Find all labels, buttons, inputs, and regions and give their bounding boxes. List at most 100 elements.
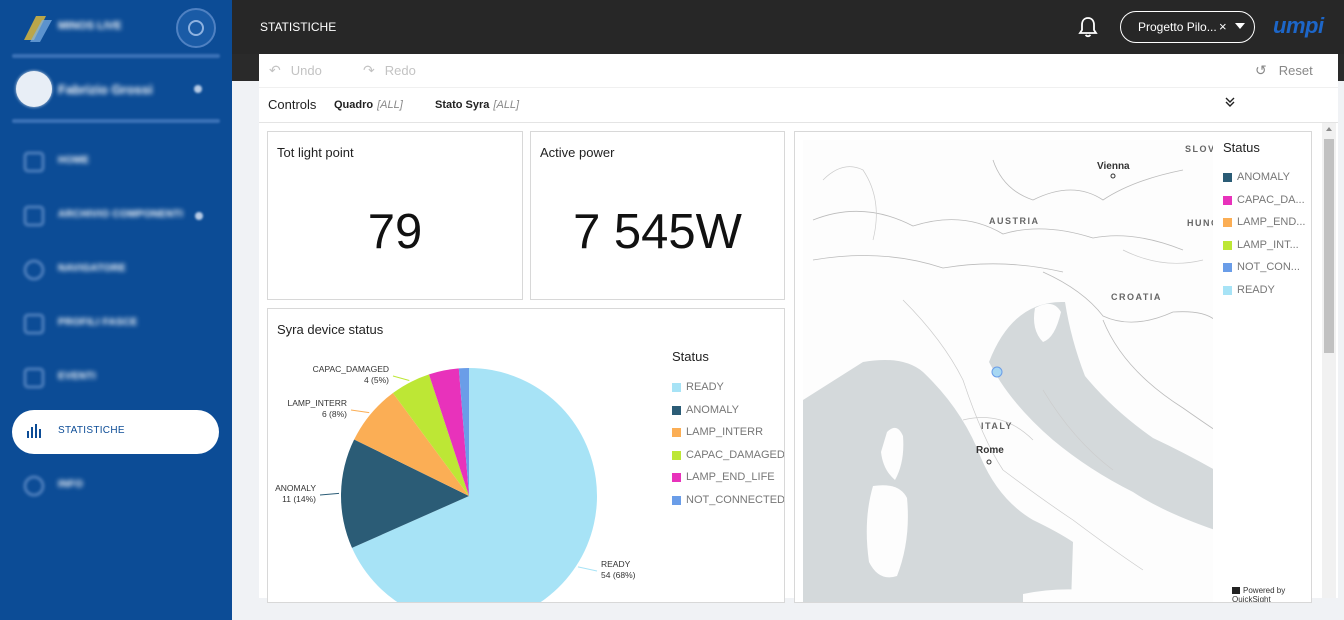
map-pin-icon (24, 260, 44, 280)
legend-label: CAPAC_DA... (1237, 193, 1305, 206)
quicksight-icon (1232, 587, 1240, 594)
dashboard: ↶ Undo ↷ Redo ↺ Reset Controls Quadro [ALL] … (259, 54, 1338, 603)
country-label: AUSTRIA (989, 216, 1040, 226)
controls-bar: Controls Quadro [ALL] Stato Syra [ALL] (259, 87, 1338, 123)
user-name: Fabrizio Grossi (58, 82, 153, 97)
top-bar: STATISTICHE Progetto Pilo... × umpi (232, 0, 1344, 54)
filter-quadro[interactable]: Quadro [ALL] (334, 99, 403, 111)
sidebar-item-label: EVENTI (58, 371, 96, 382)
filter-value: [ALL] (493, 99, 520, 111)
clear-project-icon[interactable]: × (1219, 19, 1227, 34)
redo-button[interactable]: ↷ Redo (363, 62, 416, 79)
project-select[interactable]: Progetto Pilo... × (1120, 11, 1255, 43)
sidebar-item-eventi[interactable]: EVENTI (12, 356, 219, 400)
legend-swatch (672, 405, 681, 415)
pie-slice-not-connected[interactable] (458, 368, 469, 496)
expand-dot (195, 212, 203, 220)
chevron-down-icon[interactable] (1235, 23, 1245, 29)
pie-slice-lamp-interr[interactable] (354, 393, 469, 496)
scrollbar-thumb[interactable] (1324, 139, 1334, 353)
legend-title: Status (672, 349, 709, 364)
undo-button[interactable]: ↶ Undo (269, 62, 322, 79)
pie-slice-lamp-end-life[interactable] (428, 368, 469, 496)
sidebar-item-label: PROFILI FASCE (58, 317, 138, 328)
sidebar-item-profili[interactable]: PROFILI FASCE (12, 302, 219, 346)
filter-name: Quadro (334, 99, 374, 111)
scroll-up-icon[interactable] (1326, 127, 1332, 131)
info-icon (24, 476, 44, 496)
syra-device-status-panel[interactable]: Syra device status READY 54 (68%) ANOMALY 1… (267, 308, 785, 603)
legend-label: READY (1237, 284, 1275, 296)
sidebar-item-label: ARCHIVIO COMPONENTI (58, 209, 184, 220)
reset-button[interactable]: ↺ Reset (1255, 62, 1313, 79)
city-label: Vienna (1097, 161, 1130, 172)
map-legend: Status ANOMALY CAPAC_DA... LAMP_END... LAMP… (1213, 132, 1311, 602)
data-label-name: CAPAC_DAMAGED (313, 364, 389, 374)
country-label: SLOV (1185, 144, 1216, 154)
device-marker[interactable] (991, 366, 1003, 378)
reset-icon: ↺ (1255, 62, 1267, 78)
legend-swatch (1223, 286, 1232, 295)
sidebar-item-statistiche[interactable]: STATISTICHE (12, 410, 219, 454)
kpi-tot-light-point[interactable]: Tot light point 79 (267, 131, 523, 300)
legend-swatch (672, 383, 681, 392)
filter-value: [ALL] (377, 99, 403, 111)
country-label: CROATIA (1111, 292, 1162, 302)
brand-name: MINOS LIVE (58, 20, 122, 32)
sidebar-item-label: NAVIGATORE (58, 263, 127, 274)
pie-slice-capac-damaged[interactable] (392, 374, 469, 496)
kpi-title: Tot light point (277, 145, 354, 160)
kpi-active-power[interactable]: Active power 7 545W (530, 131, 785, 300)
quicksight-credit-text: Powered by QuickSight (1232, 586, 1286, 603)
kpi-title: Active power (540, 145, 615, 160)
pie-slice-anomaly[interactable] (341, 439, 469, 548)
quicksight-credit: Powered by QuickSight (1232, 586, 1311, 603)
sidebar-item-info[interactable]: INFO (12, 464, 219, 508)
country-label: ITALY (981, 421, 1014, 431)
map-panel[interactable]: AUSTRIA CROATIA ITALY SLOV HUNG Vienna R… (794, 131, 1312, 603)
legend-label: LAMP_INTERR (686, 426, 764, 439)
avatar[interactable] (16, 71, 52, 107)
data-label-name: ANOMALY (275, 483, 316, 493)
dashboard-toolbar: ↶ Undo ↷ Redo ↺ Reset (259, 54, 1338, 85)
sidebar-item-label: INFO (58, 479, 84, 490)
italy-map[interactable] (803, 140, 1215, 603)
chart-title: Syra device status (277, 322, 384, 337)
archive-icon (24, 206, 44, 226)
sidebar-item-home[interactable]: HOME (12, 140, 219, 184)
sidebar-item-navigatore[interactable]: NAVIGATORE (12, 248, 219, 292)
city-label: Rome (976, 445, 1004, 456)
country-label: HUNG (1187, 218, 1220, 228)
sidebar-item-archivio[interactable]: ARCHIVIO COMPONENTI (12, 194, 219, 238)
filter-stato-syra[interactable]: Stato Syra [ALL] (435, 99, 519, 111)
rome-marker (986, 459, 992, 465)
legend-swatch (1223, 218, 1232, 228)
legend-label: NOT_CONNECTED (686, 494, 785, 506)
legend-swatch (672, 428, 681, 438)
legend-title: Status (1223, 140, 1260, 155)
sidebar-item-label: STATISTICHE (58, 425, 125, 436)
legend-label: LAMP_END... (1237, 216, 1306, 229)
menu-toggle-button[interactable] (176, 8, 216, 48)
legend-label: ANOMALY (1237, 171, 1290, 183)
bar-chart-icon (27, 424, 41, 438)
bell-icon[interactable] (1078, 16, 1098, 38)
data-label-count: 11 (14%) (282, 494, 316, 504)
reset-label: Reset (1278, 63, 1313, 78)
legend-swatch (1223, 173, 1232, 182)
undo-label: Undo (290, 63, 322, 78)
legend-label: NOT_CON... (1237, 261, 1300, 274)
data-label-count: 54 (68%) (601, 570, 636, 580)
scrollbar[interactable] (1322, 123, 1336, 598)
brand-logo-icon (24, 16, 52, 42)
legend-label: ANOMALY (686, 403, 739, 416)
legend-swatch (672, 450, 681, 460)
legend-label: LAMP_END_LIFE (686, 471, 775, 484)
pie-slice-ready[interactable] (351, 368, 597, 603)
umpi-logo: umpi (1273, 13, 1324, 38)
data-label-count: 4 (5%) (364, 375, 389, 385)
collapse-controls-icon[interactable] (1224, 96, 1236, 108)
redo-label: Redo (384, 63, 416, 78)
vienna-marker (1110, 173, 1116, 179)
